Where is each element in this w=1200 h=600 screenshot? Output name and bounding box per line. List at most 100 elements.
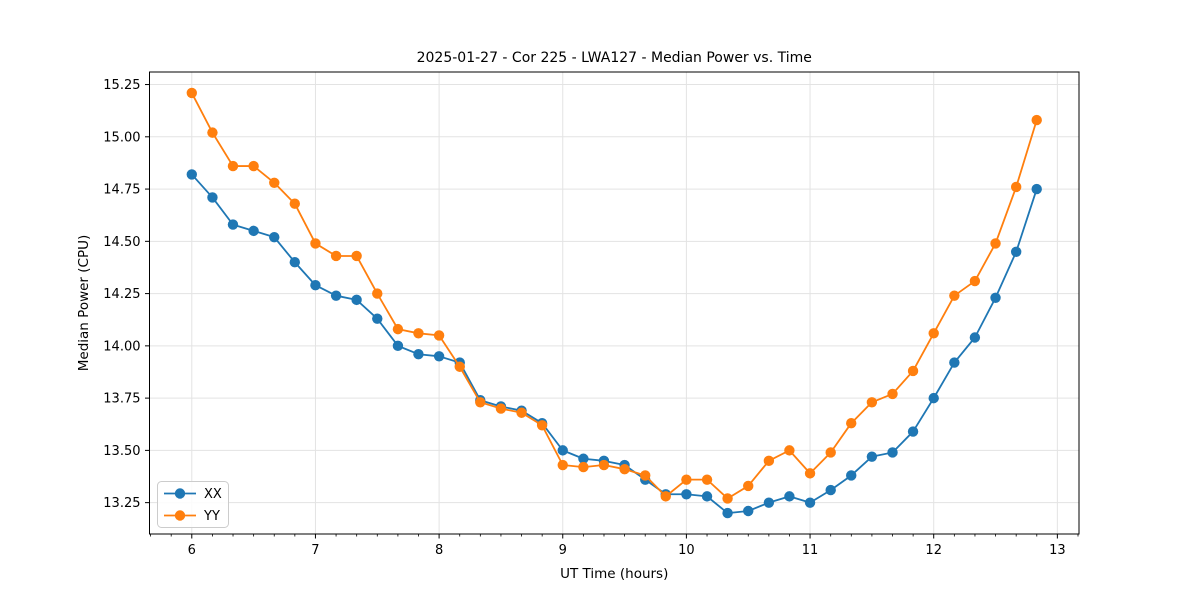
data-point	[227, 219, 239, 230]
legend-marker-sample	[174, 488, 186, 499]
data-point	[495, 403, 507, 414]
data-point	[413, 328, 424, 339]
data-point	[310, 238, 321, 249]
data-point	[949, 357, 960, 368]
data-point	[846, 470, 857, 481]
data-point	[186, 169, 197, 180]
data-point	[701, 491, 713, 502]
y-tick-label: 13.25	[103, 496, 140, 511]
data-point	[763, 497, 775, 508]
y-axis-label: Median Power (CPU)	[76, 235, 92, 371]
data-point	[722, 507, 733, 519]
data-point	[743, 505, 754, 517]
x-axis-label: UT Time (hours)	[560, 566, 668, 582]
data-point	[619, 463, 630, 475]
y-tick-label: 13.75	[103, 392, 140, 407]
data-point	[825, 484, 836, 496]
data-point	[433, 330, 445, 341]
data-point	[825, 447, 836, 458]
series-line-xx	[191, 173, 1038, 514]
x-tick-label: 10	[678, 543, 695, 558]
data-point	[289, 198, 300, 209]
data-point	[784, 445, 795, 456]
data-point	[660, 491, 671, 502]
data-point	[640, 470, 651, 481]
data-series	[186, 87, 1042, 519]
data-point	[887, 447, 898, 458]
data-point	[990, 238, 1001, 249]
data-point	[681, 489, 692, 500]
data-point	[804, 468, 816, 479]
data-point	[763, 455, 775, 467]
data-point	[372, 313, 383, 324]
data-point	[1010, 246, 1022, 257]
data-point	[887, 388, 898, 400]
data-point	[866, 451, 878, 462]
legend-label: XX	[204, 487, 222, 502]
data-point	[330, 250, 342, 262]
data-point	[928, 392, 939, 404]
data-point	[743, 480, 754, 492]
data-point	[207, 192, 218, 203]
legend-item-xx: XX	[164, 487, 222, 502]
x-tick-label: 11	[802, 543, 819, 558]
data-point	[351, 294, 362, 306]
x-tick-labels: 6 7 8 9 10 11 12 13	[188, 543, 1066, 558]
data-point	[310, 280, 321, 291]
y-tick-labels: 13.25 13.50 13.75 14.00 14.25 14.50 14.75 15.00…	[103, 78, 140, 511]
data-point	[475, 397, 486, 408]
data-point	[990, 292, 1001, 303]
data-point	[516, 407, 527, 418]
data-point	[578, 453, 589, 464]
y-tick-label: 14.50	[103, 235, 140, 250]
y-tick-label: 14.75	[103, 183, 140, 198]
data-point	[928, 328, 939, 339]
data-point	[289, 257, 300, 268]
data-point	[1031, 114, 1042, 126]
data-point	[969, 332, 981, 343]
y-tick-label: 13.50	[103, 444, 140, 459]
y-tick-label: 15.25	[103, 78, 140, 93]
grid-lines	[149, 72, 1079, 534]
data-point	[392, 323, 404, 335]
data-point	[248, 225, 259, 237]
data-point	[846, 418, 857, 429]
data-point	[433, 351, 445, 362]
data-point	[784, 491, 795, 502]
data-point	[598, 459, 610, 471]
x-tick-label: 9	[559, 543, 567, 558]
data-point	[207, 127, 218, 138]
chart-title: 2025-01-27 - Cor 225 - LWA127 - Median P…	[417, 50, 812, 66]
y-tick-label: 14.25	[103, 287, 140, 302]
legend: XX YY	[157, 481, 229, 528]
data-point	[536, 420, 548, 431]
data-point	[454, 361, 465, 372]
data-point	[866, 397, 878, 408]
data-point	[1031, 183, 1042, 195]
legend-label: YY	[203, 509, 220, 524]
data-point	[681, 474, 692, 485]
x-tick-label: 8	[435, 543, 443, 558]
data-point	[269, 177, 280, 188]
data-point	[392, 340, 404, 352]
plot-area	[149, 71, 1080, 535]
data-point	[330, 290, 342, 301]
data-point	[413, 349, 424, 360]
data-point	[578, 461, 589, 473]
data-point	[372, 288, 383, 299]
data-point	[186, 87, 197, 99]
y-tick-label: 14.00	[103, 339, 140, 354]
data-point	[907, 365, 919, 377]
legend-marker-sample	[174, 510, 186, 521]
data-point	[351, 250, 362, 262]
x-tick-label: 13	[1049, 543, 1066, 558]
x-tick-label: 6	[188, 543, 196, 558]
data-point	[804, 497, 816, 508]
data-point	[949, 290, 960, 301]
data-point	[248, 160, 259, 172]
y-tick-label: 15.00	[103, 130, 140, 145]
series-markers-yy	[186, 87, 1042, 504]
series-line-yy	[190, 92, 1038, 500]
series-markers-xx	[186, 169, 1042, 519]
